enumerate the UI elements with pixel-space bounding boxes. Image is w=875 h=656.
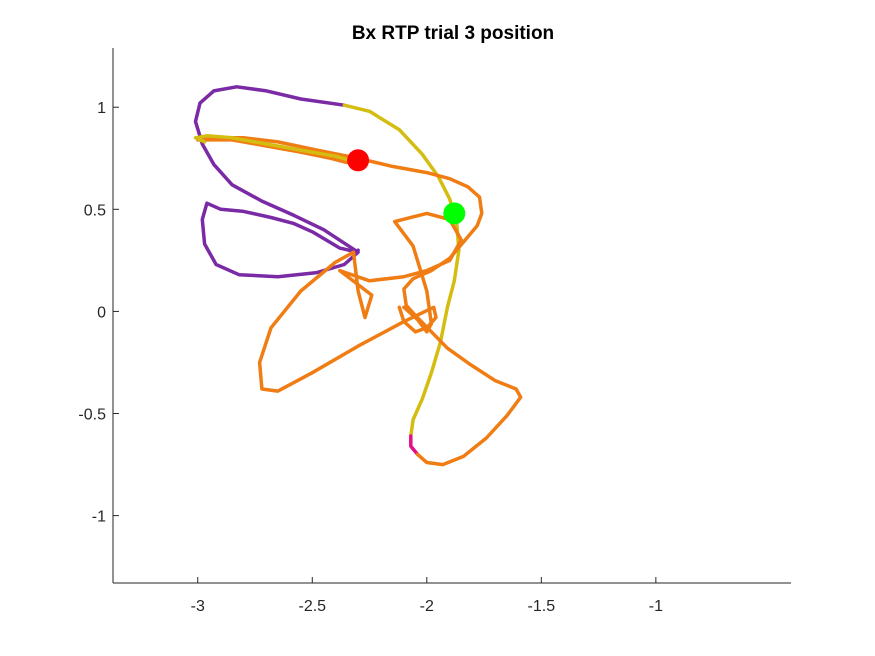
trajectory-segment-3: [411, 436, 418, 454]
x-tick-label: -2.5: [298, 598, 326, 615]
x-tick-label: -1.5: [528, 598, 556, 615]
y-tick-label: 0.5: [84, 202, 106, 219]
x-tick-label: -1: [649, 598, 663, 615]
y-tick-label: 0: [97, 304, 106, 321]
x-tick-label: -2: [420, 598, 434, 615]
y-tick-label: -0.5: [78, 407, 106, 424]
markers-group: [347, 149, 465, 224]
end-point-marker: [443, 202, 465, 224]
y-tick-label: 1: [97, 100, 106, 117]
trajectory-segment-6: [260, 213, 462, 391]
chart-title: Bx RTP trial 3 position: [352, 23, 554, 44]
axes: [113, 48, 791, 583]
ticks: -3 -2.5 -2 -1.5 -1 1 0.5 0 -0.5 -1: [78, 100, 663, 615]
start-point-marker: [347, 149, 369, 171]
y-tick-label: -1: [92, 509, 106, 526]
x-tick-label: -3: [191, 598, 205, 615]
series-group: [196, 87, 521, 465]
trajectory-segment-1: [196, 87, 359, 277]
